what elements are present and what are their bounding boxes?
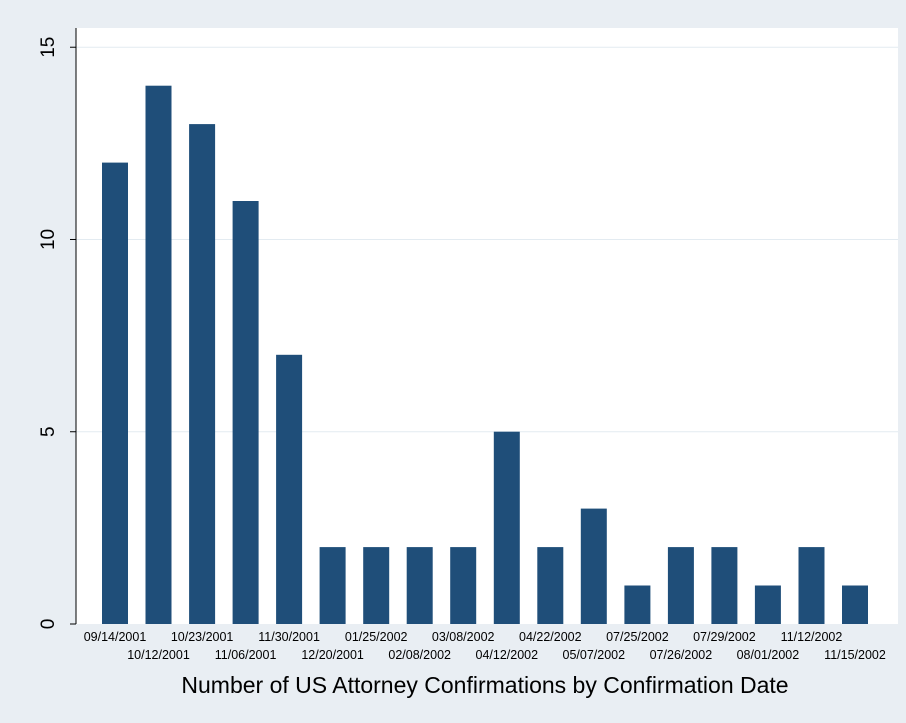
x-tick-label: 10/23/2001 xyxy=(171,630,234,644)
y-tick-label: 5 xyxy=(38,426,59,437)
x-axis-ticks: 09/14/2001 10/12/2001 10/23/2001 11/06/2001… xyxy=(84,630,886,662)
bar xyxy=(450,547,477,624)
x-tick-label: 08/01/2002 xyxy=(737,648,800,662)
x-tick-label: 10/12/2001 xyxy=(127,648,190,662)
bar xyxy=(189,124,216,624)
bar xyxy=(102,162,128,624)
x-tick-label: 04/12/2002 xyxy=(476,648,539,662)
x-tick-label: 11/30/2001 xyxy=(258,630,320,644)
x-tick-label: 11/12/2002 xyxy=(781,630,843,644)
bar xyxy=(624,585,651,624)
bar xyxy=(667,547,694,624)
x-tick-label: 12/20/2001 xyxy=(301,648,364,662)
x-tick-label: 07/29/2002 xyxy=(693,630,756,644)
x-axis-label: Number of US Attorney Confirmations by C… xyxy=(181,672,788,698)
x-tick-label: 09/14/2001 xyxy=(84,630,147,644)
bar xyxy=(319,547,346,624)
x-tick-label: 07/26/2002 xyxy=(650,648,713,662)
bar xyxy=(711,547,738,624)
bar xyxy=(842,585,868,624)
x-tick-label: 03/08/2002 xyxy=(432,630,495,644)
bar xyxy=(406,547,433,624)
x-tick-label: 04/22/2002 xyxy=(519,630,582,644)
bar xyxy=(145,85,172,624)
bar xyxy=(493,431,520,624)
x-tick-label: 11/15/2002 xyxy=(824,648,886,662)
bar xyxy=(754,585,781,624)
bar xyxy=(537,547,564,624)
bar xyxy=(798,547,825,624)
y-axis-ticks: 0 5 10 15 xyxy=(38,37,76,630)
bar xyxy=(276,354,303,624)
x-tick-label: 02/08/2002 xyxy=(388,648,451,662)
y-tick-label: 15 xyxy=(38,37,59,58)
y-tick-label: 10 xyxy=(38,229,59,250)
y-tick-label: 0 xyxy=(38,619,59,630)
x-tick-label: 11/06/2001 xyxy=(215,648,277,662)
x-tick-label: 01/25/2002 xyxy=(345,630,408,644)
x-tick-label: 05/07/2002 xyxy=(563,648,626,662)
bar xyxy=(580,508,607,624)
bars xyxy=(102,85,868,624)
bar xyxy=(232,201,259,624)
x-tick-label: 07/25/2002 xyxy=(606,630,669,644)
bar xyxy=(363,547,390,624)
